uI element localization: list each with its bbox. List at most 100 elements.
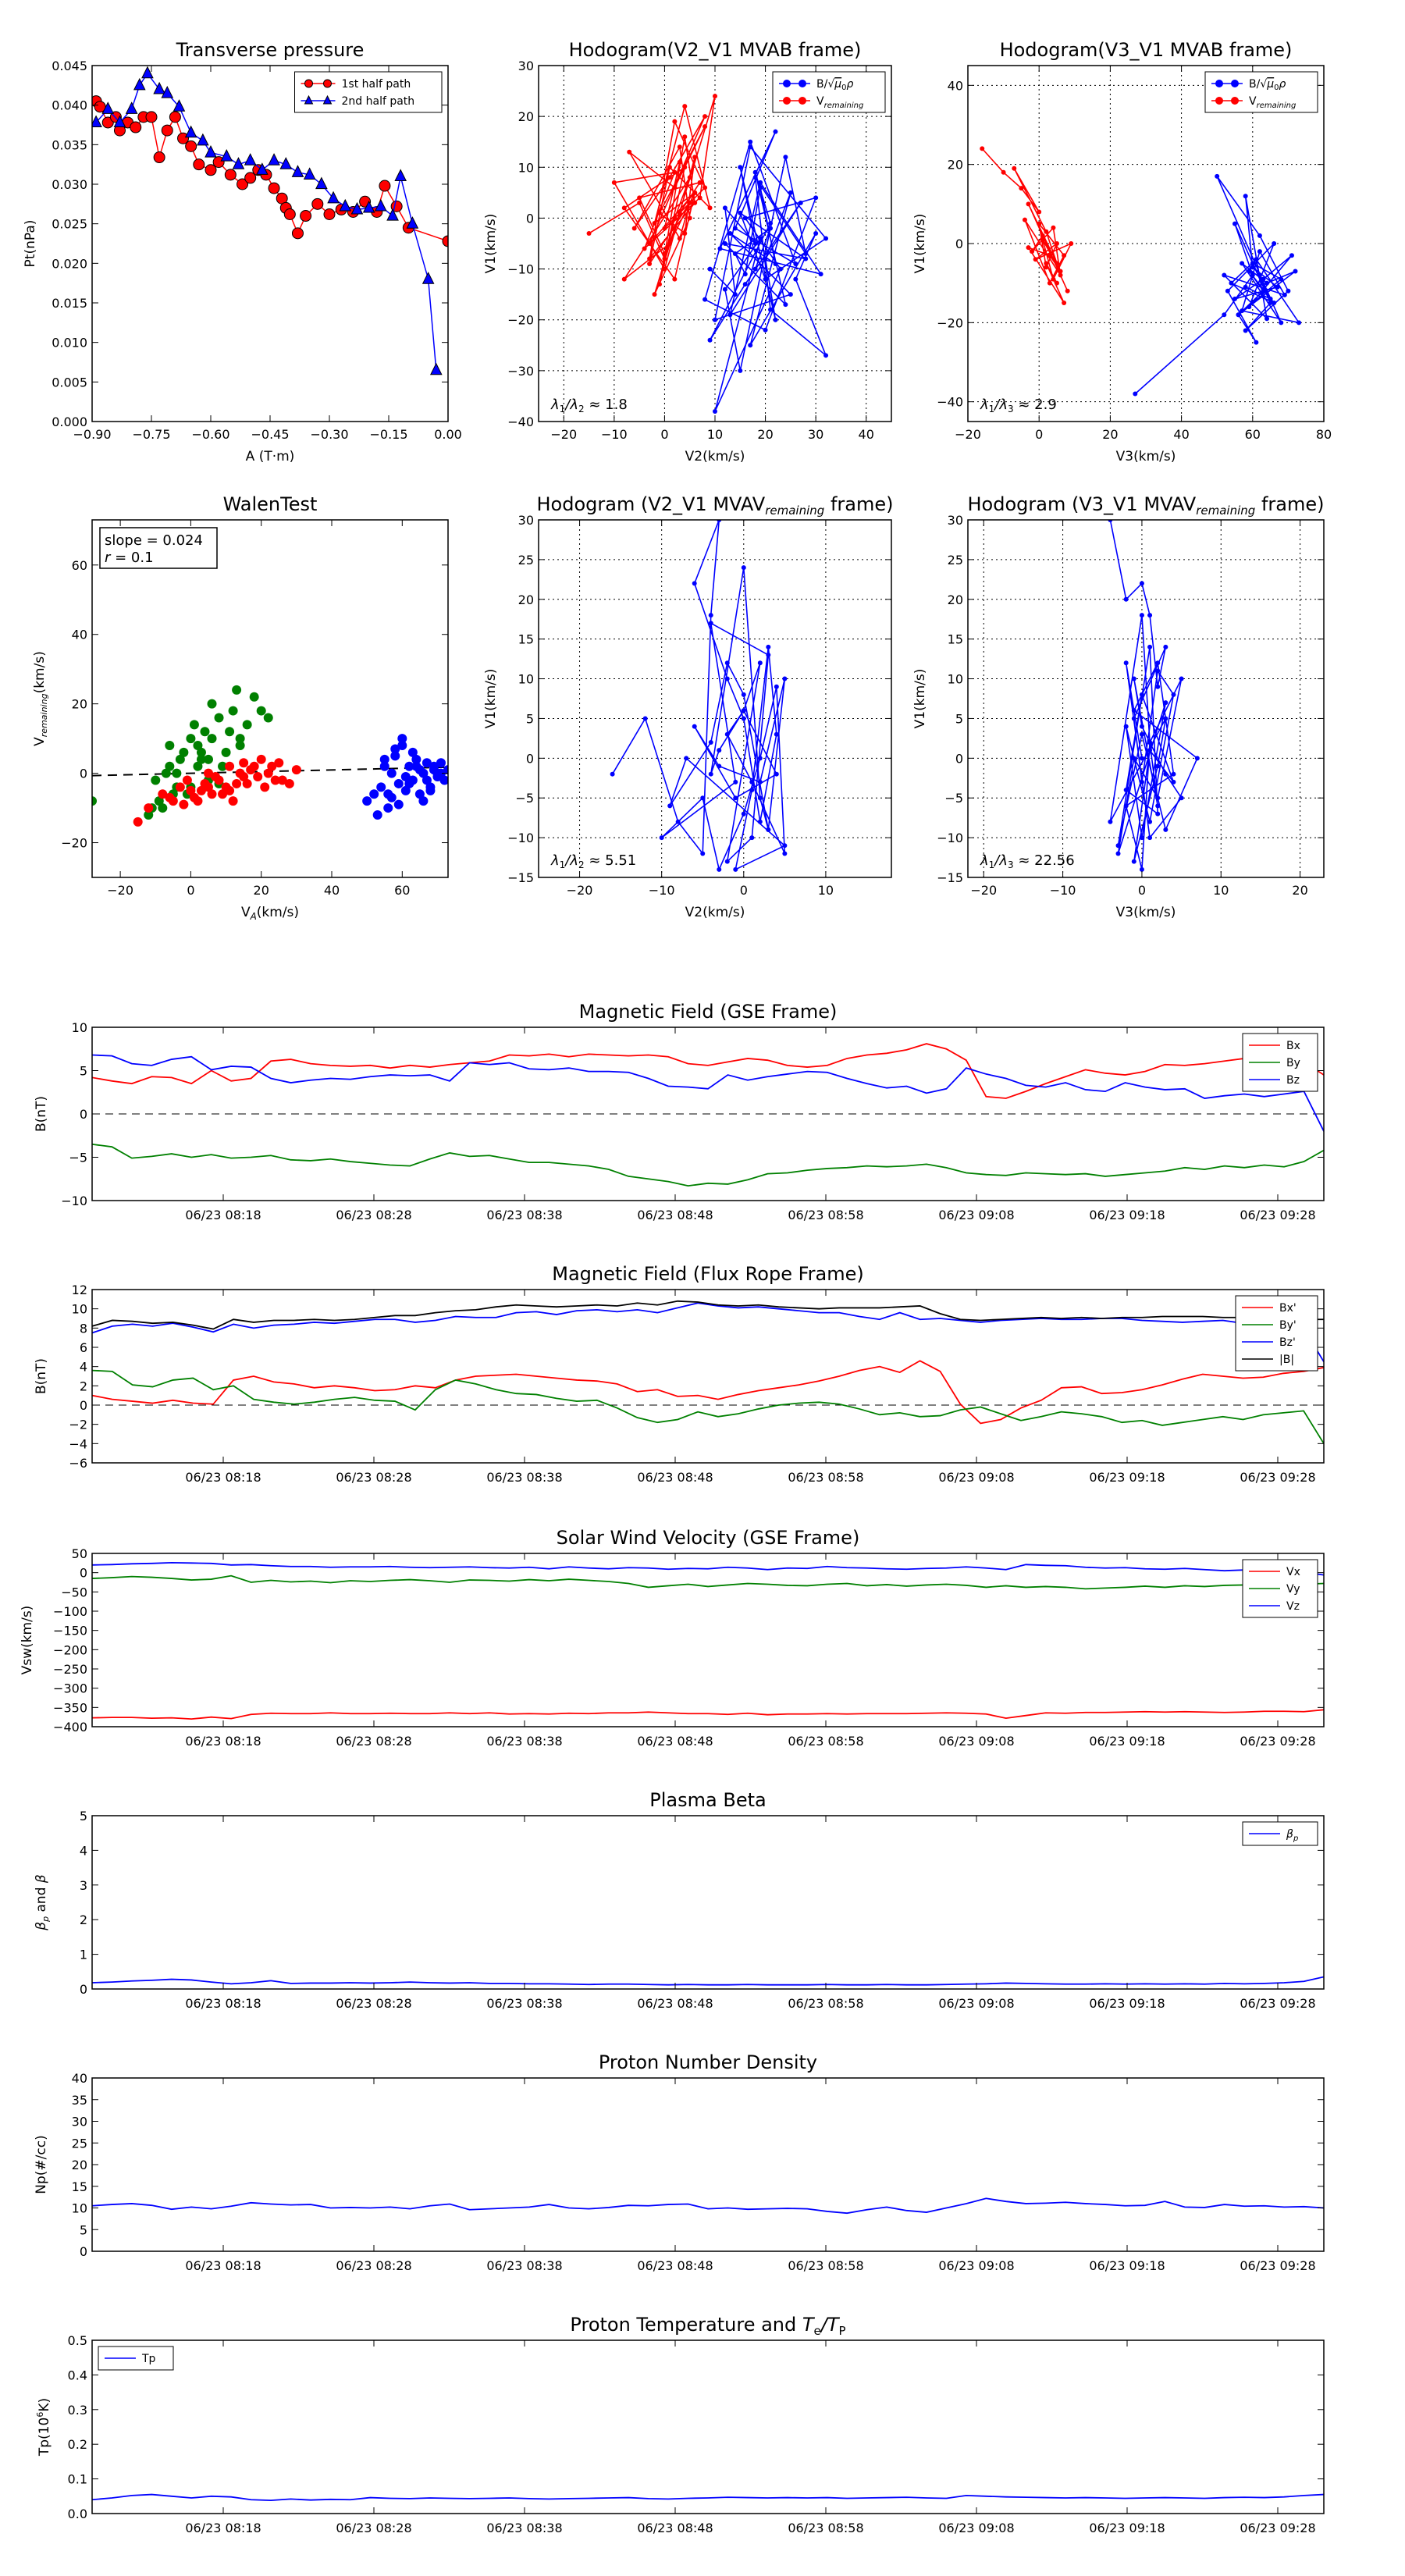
data-point (432, 768, 443, 778)
plot-area (92, 685, 448, 827)
data-point (256, 754, 266, 764)
legend-label: 2nd half path (342, 95, 415, 108)
data-point (303, 167, 316, 180)
data-point (773, 129, 778, 134)
legend-label: B/√μ0ρ (816, 78, 854, 92)
data-point (130, 121, 142, 133)
data-point (1229, 280, 1234, 286)
y-axis-label: Tp(106K) (35, 2398, 52, 2457)
y-tick-label: 12 (72, 1283, 87, 1297)
y-tick-label: −15 (507, 870, 534, 885)
series-1 (133, 754, 301, 827)
y-tick-label: 20 (518, 109, 534, 124)
data-point (189, 720, 199, 730)
data-point (322, 94, 333, 105)
x-tick-label: 06/23 09:08 (938, 1734, 1014, 1749)
data-point (793, 262, 799, 267)
data-point (263, 713, 273, 723)
data-point (656, 210, 662, 215)
data-point (757, 819, 763, 824)
y-tick-label: 20 (72, 697, 87, 712)
data-point (741, 692, 746, 697)
y-axis-label: B(nT) (34, 1096, 49, 1132)
x-tick-label: 06/23 09:28 (1240, 1470, 1315, 1485)
y-tick-label: 5 (80, 1809, 87, 1823)
data-point (1231, 97, 1239, 105)
data-point (1108, 819, 1113, 824)
data-point (161, 124, 173, 137)
x-tick-label: 10 (1213, 883, 1229, 898)
data-point (185, 140, 197, 152)
y-tick-label: 20 (72, 2158, 87, 2172)
series-line-1 (92, 1369, 1324, 1444)
legend-label: B/√μ0ρ (1249, 78, 1286, 92)
data-point (172, 768, 182, 778)
y-tick-label: −10 (937, 831, 963, 845)
x-tick-label: 06/23 08:48 (637, 1734, 713, 1749)
data-point (279, 157, 293, 169)
y-tick-label: −300 (53, 1681, 87, 1696)
data-point (214, 713, 224, 723)
data-point (175, 782, 185, 792)
data-point (647, 241, 653, 246)
data-point (1171, 771, 1176, 777)
data-point (1001, 169, 1006, 175)
data-point (1261, 288, 1266, 294)
x-tick-label: 06/23 08:58 (788, 2521, 863, 2535)
data-point (677, 236, 682, 241)
data-point (1123, 724, 1129, 729)
series-line (611, 520, 786, 872)
data-point (687, 175, 692, 180)
data-point (1171, 692, 1176, 697)
y-tick-label: 0.0 (68, 2507, 87, 2521)
y-tick-label: 25 (948, 553, 963, 568)
data-point (383, 803, 393, 813)
data-point (92, 115, 102, 128)
data-point (707, 337, 713, 343)
data-point (1275, 284, 1280, 290)
data-point (652, 220, 657, 226)
data-point (141, 66, 154, 79)
chart-title: Magnetic Field (Flux Rope Frame) (552, 1263, 863, 1285)
chart-title: Hodogram(V2_V1 MVAB frame) (569, 39, 862, 61)
data-point (1155, 684, 1161, 689)
x-tick-label: 06/23 08:48 (637, 1996, 713, 2011)
data-point (768, 220, 774, 226)
data-point (752, 266, 758, 272)
data-point (647, 262, 653, 267)
data-point (203, 782, 213, 792)
data-point (1133, 391, 1138, 397)
x-tick-label: 06/23 08:48 (637, 1470, 713, 1485)
y-tick-label: 10 (518, 160, 534, 175)
data-point (239, 772, 249, 782)
plot-frame (538, 519, 892, 878)
data-point (700, 795, 706, 801)
data-point (203, 754, 213, 764)
y-axis-label: V1(km/s) (483, 669, 499, 729)
data-point (323, 208, 336, 221)
annotation-text: λ1/λ2 ≈ 1.8 (550, 397, 628, 415)
series-1 (92, 66, 443, 375)
x-tick-label: −10 (649, 883, 675, 898)
data-point (1272, 241, 1277, 246)
data-point (1289, 253, 1294, 258)
data-point (400, 785, 411, 795)
y-tick-label: 4 (80, 1360, 87, 1375)
data-point (267, 761, 277, 771)
data-point (766, 644, 771, 649)
x-tick-label: 06/23 08:28 (336, 1996, 411, 2011)
data-point (783, 80, 791, 87)
data-point (732, 251, 738, 257)
data-point (702, 297, 708, 302)
series-0 (1108, 520, 1200, 872)
legend: B/√μ0ρ Vremaining (772, 71, 886, 113)
x-tick-label: −20 (107, 883, 133, 898)
x-tick-label: 06/23 08:58 (788, 1996, 863, 2011)
data-point (1257, 233, 1262, 238)
data-point (741, 565, 746, 571)
data-point (672, 119, 678, 124)
data-point (1264, 316, 1270, 322)
data-point (1139, 692, 1144, 697)
data-point (611, 180, 617, 185)
data-point (1243, 328, 1248, 333)
